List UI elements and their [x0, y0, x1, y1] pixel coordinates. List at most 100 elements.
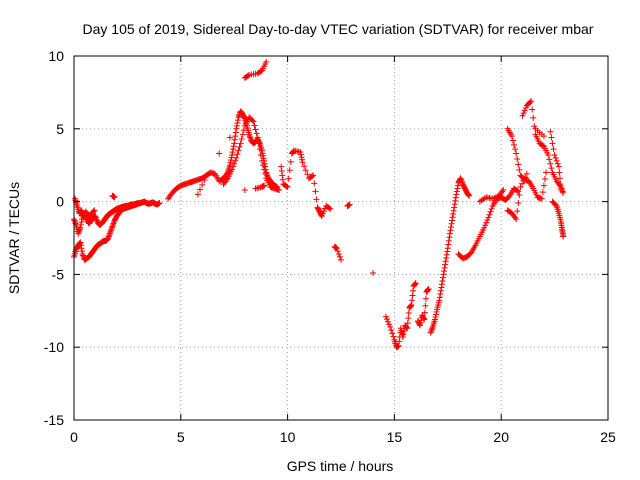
data-point	[297, 149, 304, 156]
data-point	[437, 287, 444, 294]
data-point	[76, 226, 83, 233]
data-point	[255, 140, 262, 147]
data-point	[486, 211, 493, 218]
data-point	[311, 180, 318, 187]
data-point	[541, 176, 548, 183]
data-point	[78, 245, 85, 252]
data-point	[246, 131, 253, 138]
data-point	[549, 140, 556, 147]
data-point	[433, 311, 440, 318]
data-point	[333, 245, 340, 252]
data-point	[226, 134, 233, 141]
data-point	[465, 191, 472, 198]
data-point	[234, 117, 241, 124]
data-point	[548, 165, 555, 172]
data-point	[226, 162, 233, 169]
data-point	[409, 292, 416, 299]
data-point	[109, 221, 116, 228]
data-point	[327, 205, 334, 212]
data-point	[261, 166, 268, 173]
data-point	[297, 151, 304, 158]
plot-frame	[73, 55, 609, 421]
data-point	[384, 318, 391, 325]
data-point	[539, 189, 546, 196]
y-tick-label: -10	[44, 339, 64, 355]
data-point	[336, 253, 343, 260]
data-point	[233, 122, 240, 129]
data-point	[465, 192, 472, 199]
data-point	[425, 286, 432, 293]
data-point	[71, 217, 78, 224]
data-point	[448, 220, 455, 227]
data-point	[231, 160, 238, 167]
data-point	[108, 224, 115, 231]
data-point	[451, 201, 458, 208]
data-point	[284, 184, 291, 191]
data-point	[105, 233, 112, 240]
data-point	[335, 251, 342, 258]
data-point	[261, 182, 268, 189]
data-point	[422, 302, 429, 309]
data-point	[445, 237, 452, 244]
data-point	[405, 315, 412, 322]
data-point	[482, 222, 489, 229]
data-point	[519, 112, 526, 119]
data-point	[433, 308, 440, 315]
data-point	[299, 156, 306, 163]
data-point	[106, 232, 113, 239]
data-point	[92, 214, 99, 221]
data-point	[304, 171, 311, 178]
data-point	[513, 150, 520, 157]
data-point	[111, 194, 118, 201]
data-point	[551, 152, 558, 159]
data-point	[276, 186, 283, 193]
data-point	[310, 172, 317, 179]
data-point	[520, 110, 527, 117]
data-point	[216, 150, 223, 157]
data-point	[197, 186, 204, 193]
data-point	[500, 186, 507, 193]
data-point	[285, 175, 292, 182]
data-point	[417, 319, 424, 326]
chart-title: Day 105 of 2019, Sidereal Day-to-day VTE…	[83, 21, 594, 37]
data-point	[334, 248, 341, 255]
data-point	[256, 139, 263, 146]
data-point	[438, 281, 445, 288]
x-tick-label: 15	[387, 429, 403, 445]
data-point	[540, 133, 547, 140]
data-point	[246, 133, 253, 140]
data-point	[449, 217, 456, 224]
data-point	[93, 216, 100, 223]
data-point	[514, 156, 521, 163]
data-point	[107, 227, 114, 234]
data-point	[515, 188, 522, 195]
data-point	[400, 331, 407, 338]
data-point	[278, 168, 285, 175]
data-point	[417, 322, 424, 329]
data-point	[286, 167, 293, 174]
data-point	[313, 196, 320, 203]
data-point	[421, 316, 428, 323]
data-point	[245, 72, 252, 79]
data-point	[232, 133, 239, 140]
data-point	[231, 140, 238, 147]
data-point	[427, 329, 434, 336]
data-point	[78, 218, 85, 225]
data-point	[370, 269, 377, 276]
data-point	[515, 200, 522, 207]
data-point	[508, 133, 515, 140]
data-point	[416, 321, 423, 328]
data-point	[287, 158, 294, 165]
data-point	[231, 136, 238, 143]
data-point	[528, 98, 535, 105]
data-point	[79, 248, 86, 255]
data-point	[515, 161, 522, 168]
data-point	[483, 219, 490, 226]
data-point	[454, 185, 461, 192]
data-point	[254, 134, 261, 141]
data-point	[235, 147, 242, 154]
data-point	[395, 342, 402, 349]
data-point	[299, 159, 306, 166]
data-point	[527, 99, 534, 106]
x-tick-label: 5	[177, 429, 185, 445]
